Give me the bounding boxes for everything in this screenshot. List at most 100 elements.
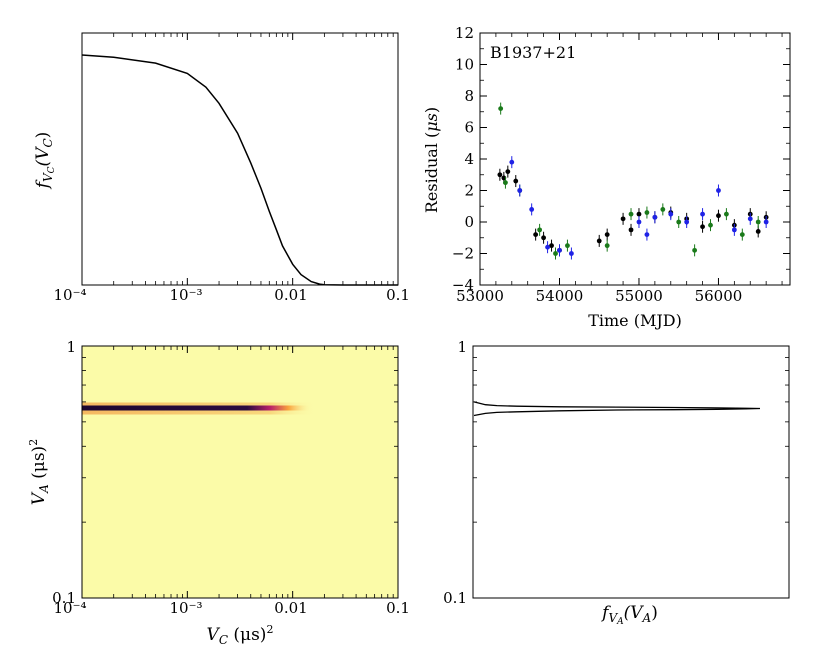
panel2-xtick-label-3: 56000	[695, 287, 743, 305]
residual-point-black-2	[505, 169, 511, 175]
residual-point-green-10	[676, 219, 682, 225]
residual-point-blue-3	[545, 244, 550, 250]
panel1-xtick-3: 0.1	[386, 286, 410, 304]
residual-point-green-12	[708, 222, 713, 228]
residual-point-green-3	[537, 227, 543, 233]
panel1-xtick-1: 10⁻³	[169, 286, 202, 304]
panel2-xlabel: Time (MJD)	[588, 311, 682, 330]
panel2-xtick-label-2: 55000	[615, 287, 663, 305]
residual-point-green-11	[692, 247, 698, 253]
residual-point-black-11	[628, 227, 634, 233]
residual-point-green-5	[565, 243, 570, 249]
residual-point-black-5	[541, 235, 546, 241]
panel-cdf-va: 0.1 1 fVA(VA)	[443, 338, 790, 627]
panel3-ticks	[81, 345, 399, 599]
svg-text:fVC(VC): fVC(VC)	[33, 132, 57, 191]
residual-point-green-6	[604, 243, 610, 249]
svg-text:VA (μs)2: VA (μs)2	[27, 439, 51, 505]
residual-point-green-9	[660, 207, 666, 212]
panel2-xticklabels: 53000 54000 55000 56000	[456, 287, 742, 305]
panel2-ytick-label-3: 2	[464, 182, 474, 200]
panel3-xtick-2: 0.01	[274, 599, 307, 617]
panel3-ytick-1: 1	[66, 338, 76, 356]
residual-point-blue-8	[652, 214, 658, 220]
residual-point-black-17	[716, 213, 721, 219]
panel3-ytick-0: 0.1	[52, 589, 76, 607]
residual-point-black-9	[604, 232, 610, 238]
svg-text:Residual (μs): Residual (μs)	[422, 107, 441, 213]
residual-point-green-14	[739, 232, 745, 238]
panel3-xtick-3: 0.1	[386, 599, 410, 617]
panel2-ytick-label-7: 10	[455, 56, 474, 74]
panel2-ytick-label-5: 6	[464, 119, 474, 137]
residual-point-blue-0	[509, 159, 515, 165]
residual-point-blue-7	[644, 232, 650, 238]
panel2-ytick-label-0: −4	[452, 276, 474, 294]
panel2-ylabel: Residual (μs)	[422, 107, 441, 213]
panel3-frame	[81, 345, 399, 599]
panel1-frame	[81, 32, 399, 286]
panel4-ytick-1: 1	[457, 338, 467, 356]
residual-point-blue-14	[747, 216, 753, 222]
panel1-curve	[81, 54, 398, 286]
panel2-yticklabels: −4 −2 0 2 4 6 8 10 12	[452, 24, 474, 294]
residual-point-black-6	[549, 243, 554, 249]
panel2-ytick-label-1: −2	[452, 245, 474, 263]
residual-point-green-0	[498, 106, 504, 111]
panel4-xlabel: fVA(VA)	[600, 603, 658, 627]
panel-heatmap: 10⁻⁴ 10⁻³ 0.01 0.1 0.1 1 VC (μs)2 VA (μs…	[27, 338, 410, 647]
panel-residuals: −4 −2 0 2 4 6 8 10 12 53000 54000 55000 56000 B1937…	[422, 24, 791, 330]
residual-point-black-12	[636, 211, 642, 217]
panel3-xtick-1: 10⁻³	[169, 599, 202, 617]
residual-point-black-20	[755, 229, 761, 234]
panel2-ticks	[479, 32, 790, 286]
panel2-frame	[479, 32, 791, 286]
panel3-xtick-0: 10⁻⁴	[53, 599, 86, 617]
residual-point-green-4	[553, 251, 558, 256]
panel2-xtick-label-1: 54000	[536, 287, 584, 305]
panel2-annotation: B1937+21	[490, 43, 576, 62]
panel1-xtick-0: 10⁻⁴	[53, 286, 86, 304]
residual-point-blue-5	[569, 251, 574, 256]
residual-point-black-0	[497, 172, 503, 178]
panel4-curve	[473, 401, 761, 417]
residual-point-green-1	[503, 180, 508, 186]
panel1-ylabel: fVC(VC)	[33, 132, 57, 191]
residual-point-blue-12	[716, 188, 721, 193]
panel2-ytick-label-8: 12	[455, 24, 474, 42]
panel4-ticks	[473, 345, 789, 599]
residual-point-blue-4	[557, 247, 562, 253]
panel4-ytick-0: 0.1	[443, 589, 467, 607]
heatmap-background	[82, 346, 398, 598]
panel2-xtick-label-0: 53000	[456, 287, 504, 305]
residual-point-green-7	[628, 211, 634, 217]
heatmap-ridge	[82, 405, 312, 411]
panel3-xlabel: VC (μs)2	[207, 623, 274, 647]
panel1-ticks	[81, 33, 399, 285]
panel2-points	[497, 102, 769, 260]
residual-point-black-16	[700, 224, 705, 230]
panel3-ylabel: VA (μs)2	[27, 439, 51, 505]
panel1-xtick-2: 0.01	[274, 286, 307, 304]
residual-point-blue-11	[700, 211, 705, 217]
residual-point-blue-15	[763, 219, 769, 225]
residual-point-blue-2	[529, 207, 535, 212]
residual-point-black-3	[513, 178, 519, 184]
residual-point-green-8	[644, 210, 650, 215]
residual-point-blue-1	[517, 188, 523, 193]
panel4-frame	[472, 345, 790, 599]
panel2-ytick-label-6: 8	[464, 87, 474, 105]
panel2-ytick-label-2: 0	[464, 213, 474, 231]
residual-point-black-8	[596, 238, 602, 244]
residual-point-black-10	[620, 216, 626, 222]
panel2-ytick-label-4: 4	[464, 150, 474, 168]
residual-point-green-13	[724, 211, 729, 217]
residual-point-blue-10	[684, 219, 690, 225]
residual-point-black-4	[533, 232, 539, 238]
residual-point-blue-13	[731, 227, 737, 233]
panel-cdf-vc: 10⁻⁴ 10⁻³ 0.01 0.1 fVC(VC)	[33, 32, 410, 304]
residual-point-green-15	[755, 219, 761, 225]
residual-point-blue-9	[668, 211, 674, 217]
residual-point-blue-6	[636, 219, 642, 225]
